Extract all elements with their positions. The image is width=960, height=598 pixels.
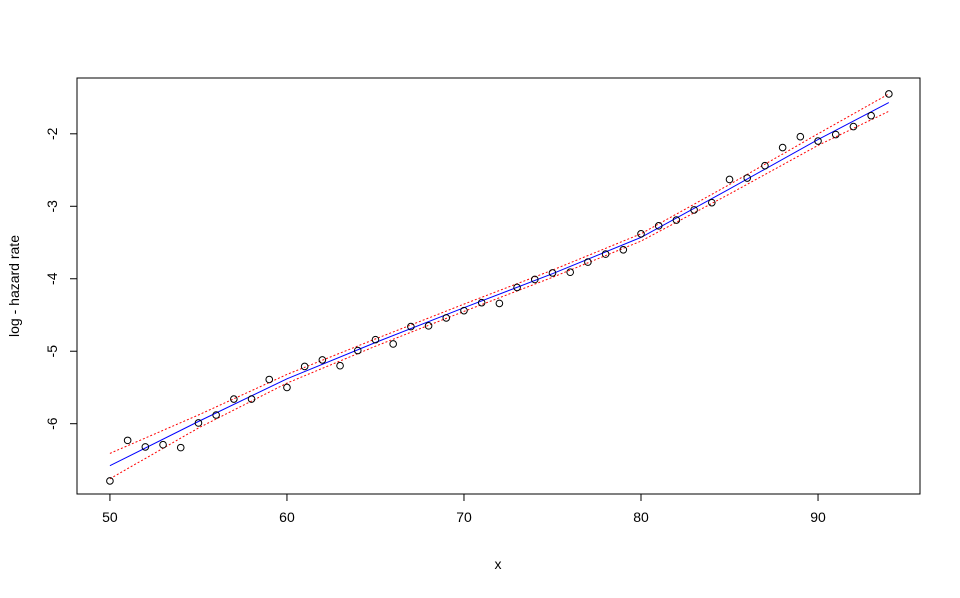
data-point — [778, 143, 787, 152]
data-point — [477, 298, 486, 307]
data-point — [424, 322, 433, 330]
data-point — [814, 137, 822, 145]
y-tick-label: -2 — [44, 127, 60, 140]
x-tick-label: 70 — [456, 509, 472, 525]
data-point — [708, 198, 716, 207]
x-axis: 50 60 70 80 90 — [102, 493, 826, 525]
data-point — [336, 361, 344, 370]
y-axis: -6 -5 -4 -3 -2 — [44, 127, 78, 430]
data-point — [194, 419, 203, 427]
data-point — [530, 275, 539, 284]
lower-band-line — [109, 110, 890, 480]
data-point — [566, 268, 574, 277]
data-point — [176, 443, 185, 452]
fit-line — [109, 102, 890, 467]
data-point — [725, 175, 734, 184]
data-point — [460, 306, 468, 315]
data-point — [690, 206, 698, 214]
y-tick-label: -3 — [44, 200, 60, 213]
data-point — [761, 161, 769, 170]
data-point — [141, 443, 150, 451]
fit-curve — [109, 102, 890, 467]
y-tick-label: -4 — [44, 272, 60, 285]
data-point — [743, 174, 752, 182]
x-tick-label: 80 — [633, 509, 649, 525]
data-point — [212, 411, 220, 419]
data-point — [265, 375, 274, 384]
data-point — [106, 477, 114, 485]
data-point — [318, 356, 327, 364]
data-point — [123, 436, 132, 445]
data-point — [584, 258, 592, 266]
upper-band-line — [109, 93, 890, 454]
confidence-band — [109, 93, 890, 480]
data-point — [495, 299, 504, 308]
data-point — [601, 250, 610, 258]
data-point — [548, 269, 557, 277]
data-point — [513, 283, 521, 292]
plot-box — [76, 77, 921, 495]
data-point — [849, 122, 858, 131]
data-point — [230, 395, 238, 403]
data-point — [371, 335, 380, 344]
data-point — [300, 362, 309, 371]
y-tick-label: -6 — [44, 417, 60, 430]
data-point — [796, 132, 805, 141]
y-tick-label: -5 — [44, 345, 60, 358]
x-tick-label: 60 — [279, 509, 295, 525]
data-point — [672, 216, 681, 224]
data-point — [389, 340, 397, 348]
data-point — [637, 230, 645, 238]
data-point — [885, 90, 893, 98]
data-point — [654, 222, 663, 230]
data-point — [442, 314, 451, 322]
data-point — [407, 322, 415, 331]
data-point — [247, 395, 256, 403]
x-axis-label: x — [495, 556, 502, 572]
x-tick-label: 90 — [810, 509, 826, 525]
data-point — [353, 346, 362, 355]
data-point — [159, 440, 167, 449]
y-axis-label: log - hazard rate — [6, 235, 22, 337]
data-point — [831, 130, 840, 139]
data-point — [619, 245, 628, 254]
data-point — [283, 383, 291, 392]
x-tick-label: 50 — [102, 509, 118, 525]
data-point — [867, 111, 875, 120]
data-points — [106, 90, 893, 485]
